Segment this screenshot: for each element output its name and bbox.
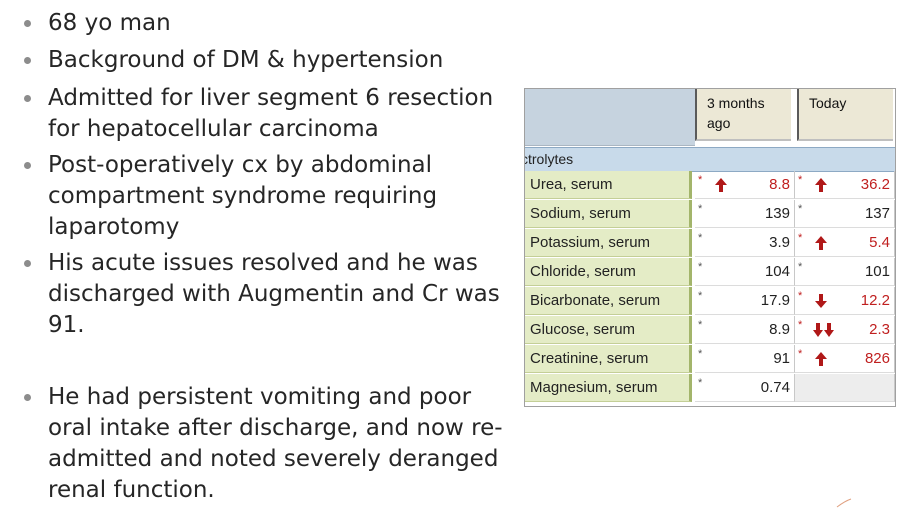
flag-star-icon: *	[698, 348, 703, 360]
bullet-dot-icon	[24, 95, 31, 102]
flag-star-icon: *	[698, 290, 703, 302]
lab-rows: Urea, serum * 8.8 * 36.2 Sodium, serum * 139 * 13…	[525, 171, 895, 403]
section-electrolytes[interactable]: ctrolytes	[525, 147, 895, 172]
bullet-dot-icon	[24, 57, 31, 64]
arrow-up-icon	[813, 177, 829, 193]
flag-star-icon: *	[698, 203, 703, 215]
flag-star-icon: *	[698, 319, 703, 331]
result-cell-prev[interactable]: * 8.8	[695, 171, 795, 199]
result-value: 12.2	[860, 292, 890, 309]
header-blank	[525, 89, 695, 146]
table-row[interactable]: Bicarbonate, serum * 17.9 * 12.2	[525, 287, 895, 316]
corner-flourish-icon	[836, 498, 852, 508]
bullet-background: Background of DM & hypertension	[24, 45, 510, 76]
result-value: 8.9	[769, 321, 790, 338]
flag-star-icon: *	[798, 348, 803, 360]
table-row[interactable]: Sodium, serum * 139 * 137	[525, 200, 895, 229]
flag-star-icon: *	[798, 203, 803, 215]
flag-star-icon: *	[798, 232, 803, 244]
bullet-age: 68 yo man	[24, 8, 510, 39]
arrow-up-icon	[813, 351, 829, 367]
result-value: 0.74	[760, 379, 790, 396]
bullet-dot-icon	[24, 260, 31, 267]
result-value: 137	[864, 205, 890, 222]
result-cell-today[interactable]: * 137	[795, 200, 895, 228]
result-value: 17.9	[760, 292, 790, 309]
result-cell-prev[interactable]: * 17.9	[695, 287, 795, 315]
arrow-down-icon	[813, 293, 829, 309]
test-name: Potassium, serum	[525, 229, 692, 257]
result-cell-today[interactable]: * 12.2	[795, 287, 895, 315]
flag-star-icon: *	[798, 319, 803, 331]
column-header-today[interactable]: Today	[797, 89, 893, 141]
flag-star-icon: *	[798, 261, 803, 273]
bullet-dot-icon	[24, 162, 31, 169]
test-name: Chloride, serum	[525, 258, 692, 286]
result-value: 8.8	[769, 176, 790, 193]
result-value: 91	[773, 350, 790, 367]
table-row[interactable]: Creatinine, serum * 91 * 826	[525, 345, 895, 374]
result-value: 139	[764, 205, 790, 222]
table-row[interactable]: Potassium, serum * 3.9 * 5.4	[525, 229, 895, 258]
flag-star-icon: *	[698, 232, 703, 244]
result-cell-today[interactable]: * 5.4	[795, 229, 895, 257]
table-row[interactable]: Chloride, serum * 104 * 101	[525, 258, 895, 287]
flag-star-icon: *	[798, 174, 803, 186]
test-name: Sodium, serum	[525, 200, 692, 228]
arrow-up-icon	[813, 235, 829, 251]
result-cell-prev[interactable]: * 0.74	[695, 374, 795, 402]
flag-star-icon: *	[698, 377, 703, 389]
table-row[interactable]: Urea, serum * 8.8 * 36.2	[525, 171, 895, 200]
table-row[interactable]: Glucose, serum * 8.9 * 2.3	[525, 316, 895, 345]
column-header-3-months-ago[interactable]: 3 months ago	[695, 89, 791, 141]
test-name: Bicarbonate, serum	[525, 287, 692, 315]
bullet-postop: Post-operatively cx by abdominal compart…	[24, 150, 510, 243]
flag-star-icon: *	[698, 261, 703, 273]
result-cell-prev[interactable]: * 104	[695, 258, 795, 286]
flag-star-icon: *	[698, 174, 703, 186]
bullet-readmission: He had persistent vomiting and poor oral…	[24, 382, 510, 506]
result-value: 3.9	[769, 234, 790, 251]
test-name: Glucose, serum	[525, 316, 692, 344]
test-name: Urea, serum	[525, 171, 692, 199]
result-value: 101	[864, 263, 890, 280]
bullet-discharge: His acute issues resolved and he was dis…	[24, 248, 510, 341]
result-cell-prev[interactable]: * 91	[695, 345, 795, 373]
table-header: 3 months ago Today	[525, 89, 895, 147]
bullet-dot-icon	[24, 20, 31, 27]
result-cell-prev[interactable]: * 3.9	[695, 229, 795, 257]
flag-star-icon: *	[798, 290, 803, 302]
bullet-admission: Admitted for liver segment 6 resection f…	[24, 83, 510, 145]
result-cell-prev[interactable]: * 8.9	[695, 316, 795, 344]
result-value: 2.3	[869, 321, 890, 338]
result-value: 36.2	[860, 176, 890, 193]
result-cell-empty[interactable]	[795, 374, 895, 402]
double-arrow-down-icon	[813, 322, 834, 338]
arrow-up-icon	[713, 177, 729, 193]
result-value: 826	[864, 350, 890, 367]
test-name: Magnesium, serum	[525, 374, 692, 402]
result-cell-today[interactable]: * 101	[795, 258, 895, 286]
result-cell-today[interactable]: * 2.3	[795, 316, 895, 344]
test-name: Creatinine, serum	[525, 345, 692, 373]
result-cell-today[interactable]: * 826	[795, 345, 895, 373]
result-cell-prev[interactable]: * 139	[695, 200, 795, 228]
bullet-dot-icon	[24, 394, 31, 401]
lab-results-table: 3 months ago Today ctrolytes Urea, serum…	[524, 88, 896, 407]
result-value: 5.4	[869, 234, 890, 251]
result-value: 104	[764, 263, 790, 280]
table-row[interactable]: Magnesium, serum * 0.74	[525, 374, 895, 403]
result-cell-today[interactable]: * 36.2	[795, 171, 895, 199]
